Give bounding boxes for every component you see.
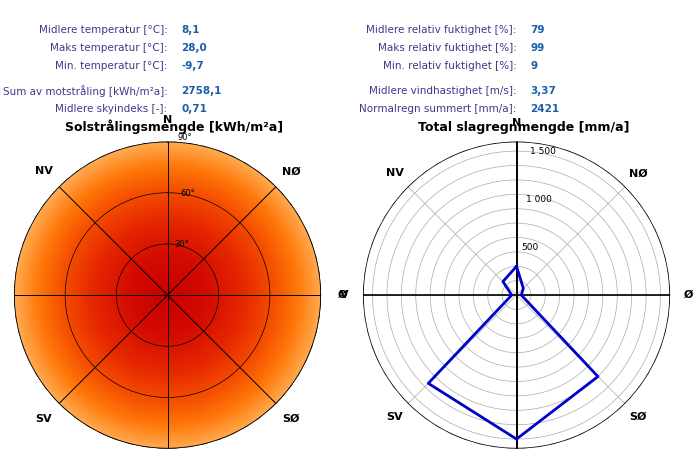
- Text: SV: SV: [387, 412, 403, 422]
- Text: NØ: NØ: [282, 166, 301, 176]
- Text: Total slagregnmengde [mm/a]: Total slagregnmengde [mm/a]: [417, 121, 630, 133]
- Text: 0,71: 0,71: [181, 104, 207, 114]
- Text: 3,37: 3,37: [530, 86, 556, 96]
- Text: NØ: NØ: [629, 168, 648, 178]
- Text: Normalregn summert [mm/a]:: Normalregn summert [mm/a]:: [359, 104, 517, 114]
- Text: NV: NV: [35, 166, 52, 176]
- Text: 2758,1: 2758,1: [181, 86, 222, 96]
- Text: 30°: 30°: [174, 240, 188, 249]
- Text: N: N: [512, 118, 521, 128]
- Text: SV: SV: [36, 414, 52, 424]
- Text: Min. relativ fuktighet [%]:: Min. relativ fuktighet [%]:: [383, 61, 517, 71]
- Text: Midlere skyindeks [-]:: Midlere skyindeks [-]:: [55, 104, 168, 114]
- Text: 9: 9: [530, 61, 537, 71]
- Text: Midlere vindhastighet [m/s]:: Midlere vindhastighet [m/s]:: [369, 86, 517, 96]
- Text: 2421: 2421: [530, 104, 560, 114]
- Text: 1 500: 1 500: [530, 147, 556, 156]
- Text: -9,7: -9,7: [181, 61, 205, 71]
- Text: Maks relativ fuktighet [%]:: Maks relativ fuktighet [%]:: [378, 43, 517, 53]
- Text: 60°: 60°: [180, 189, 195, 198]
- Text: Maks temperatur [°C]:: Maks temperatur [°C]:: [50, 43, 168, 53]
- Text: SØ: SØ: [630, 412, 647, 422]
- Text: Midlere temperatur [°C]:: Midlere temperatur [°C]:: [38, 25, 168, 35]
- Text: 90°: 90°: [177, 133, 192, 142]
- Text: 8,1: 8,1: [181, 25, 200, 35]
- Text: Solstrålingsmengde [kWh/m²a]: Solstrålingsmengde [kWh/m²a]: [66, 120, 283, 134]
- Text: Midlere relativ fuktighet [%]:: Midlere relativ fuktighet [%]:: [366, 25, 517, 35]
- Text: 99: 99: [530, 43, 544, 53]
- Text: 1 000: 1 000: [526, 195, 551, 204]
- Text: NV: NV: [386, 168, 404, 178]
- Text: Sum av motstråling [kWh/m²a]:: Sum av motstråling [kWh/m²a]:: [3, 85, 168, 97]
- Text: N: N: [163, 115, 172, 125]
- Text: 500: 500: [521, 243, 538, 252]
- Text: Ø: Ø: [684, 290, 693, 300]
- Text: SØ: SØ: [283, 414, 300, 424]
- Text: 28,0: 28,0: [181, 43, 207, 53]
- Text: V: V: [340, 290, 349, 300]
- Text: Ø: Ø: [338, 290, 348, 300]
- Text: 79: 79: [530, 25, 545, 35]
- Text: Min. temperatur [°C]:: Min. temperatur [°C]:: [55, 61, 168, 71]
